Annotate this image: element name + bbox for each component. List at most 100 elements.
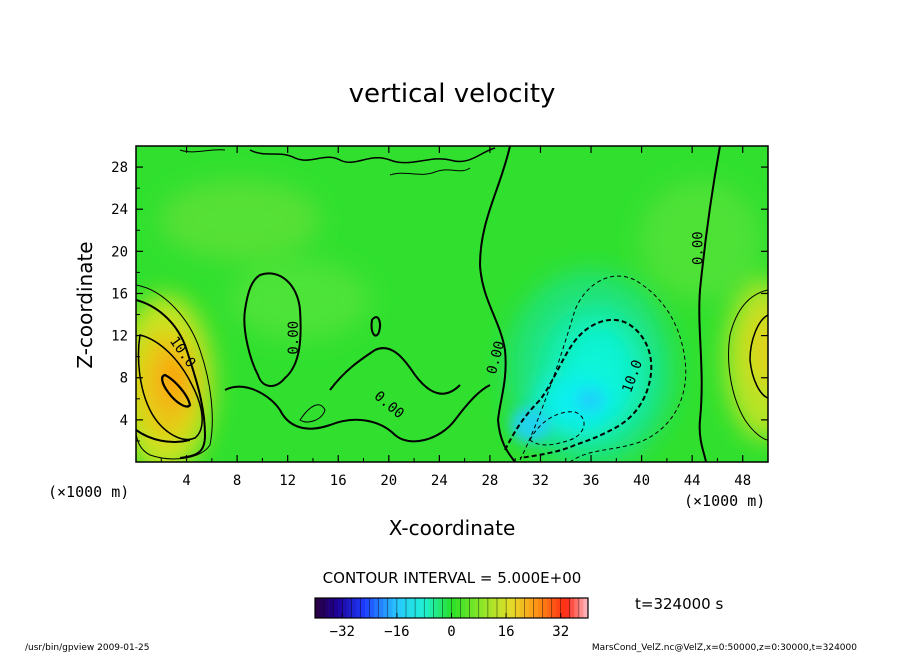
x-tick-label: 24 (431, 473, 448, 489)
colorbar-cell (510, 598, 516, 618)
colorbar-cell (446, 598, 452, 618)
colorbar-cell (483, 598, 489, 618)
colorbar-cell (415, 598, 420, 618)
footer-left: /usr/bin/gpview 2009-01-25 (25, 643, 149, 653)
colorbar-cell (569, 598, 575, 618)
colorbar-cell (315, 598, 320, 618)
y-tick-label: 28 (111, 160, 128, 176)
colorbar-cell (369, 598, 375, 618)
chart-title: vertical velocity (349, 79, 556, 109)
colorbar-cell (387, 598, 393, 618)
colorbar-cell (337, 598, 343, 618)
colorbar-cell (355, 598, 361, 618)
colorbar-cell (574, 598, 580, 618)
colorbar-cell (342, 598, 348, 618)
colorbar-cell (378, 598, 384, 618)
y-tick-label: 12 (111, 329, 128, 345)
colorbar-cell (465, 598, 470, 618)
contour-interval: CONTOUR INTERVAL = 5.000E+00 (323, 569, 582, 587)
colorbar-ticks: −32 −16 0 16 32 (330, 613, 569, 640)
y-tick-label: 4 (120, 413, 128, 429)
colorbar-cell (360, 598, 366, 618)
colorbar-cell (547, 598, 552, 618)
colorbar-cell (456, 598, 461, 618)
x-unit-left: (×1000 m) (48, 483, 129, 501)
x-tick-label: 8 (233, 473, 241, 489)
colorbar-tick-label: 16 (498, 624, 515, 640)
colorbar-cell (451, 598, 457, 618)
colorbar-cell (537, 598, 543, 618)
contour-label: 0.00 (690, 231, 706, 265)
colorbar-cell (565, 598, 571, 618)
colorbar-cell (497, 598, 502, 618)
colorbar-cell (406, 598, 411, 618)
colorbar-cell (428, 598, 434, 618)
time-label: t=324000 s (635, 595, 723, 613)
x-axis-ticks: 4 8 12 16 20 24 28 32 36 40 44 48 (160, 146, 751, 489)
colorbar-cell (524, 598, 530, 618)
x-tick-label: 48 (734, 473, 751, 489)
plot-frame (135, 145, 769, 463)
contour-lines (136, 146, 768, 462)
y-axis-ticks: 4 8 12 16 20 24 28 (111, 160, 768, 442)
colorbar-cell (437, 598, 443, 618)
x-tick-label: 20 (380, 473, 397, 489)
colorbar-cell (410, 598, 416, 618)
colorbar-cell (383, 598, 389, 618)
contour-label: 0.00 (286, 321, 302, 355)
colorbar-cell (351, 598, 357, 618)
colorbar-cell (333, 598, 339, 618)
colorbar-cell (324, 598, 329, 618)
y-axis-label: Z-coordinate (73, 241, 97, 368)
x-axis-label: X-coordinate (389, 516, 516, 540)
colorbar-cell (328, 598, 334, 618)
x-tick-label: 4 (182, 473, 190, 489)
colorbar-tick-label: −32 (330, 624, 355, 640)
x-tick-label: 36 (583, 473, 600, 489)
x-unit-right: (×1000 m) (684, 492, 765, 510)
colorbar-cell (551, 598, 557, 618)
colorbar-cell (319, 598, 325, 618)
colorbar-cell (487, 598, 493, 618)
colorbar-cell (401, 598, 407, 618)
colorbar-cell (528, 598, 534, 618)
colorbar-cell (469, 598, 475, 618)
colorbar-cell (578, 598, 584, 618)
colorbar-cell (519, 598, 525, 618)
colorbar-cell (419, 598, 425, 618)
colorbar-cell (424, 598, 430, 618)
x-tick-label: 32 (532, 473, 549, 489)
colorbar-cell (501, 598, 507, 618)
x-tick-label: 16 (330, 473, 347, 489)
colorbar-cell (506, 598, 511, 618)
colorbar-cell (542, 598, 548, 618)
colorbar-cell (460, 598, 466, 618)
colorbar-cell (492, 598, 498, 618)
y-tick-label: 24 (111, 202, 128, 218)
colorbar-cell (374, 598, 379, 618)
colorbar-cell (560, 598, 566, 618)
colorbar-cell (392, 598, 398, 618)
colorbar-cell (474, 598, 480, 618)
colorbar-cell (396, 598, 402, 618)
x-tick-label: 44 (684, 473, 701, 489)
y-tick-label: 8 (120, 371, 128, 387)
colorbar (314, 597, 589, 619)
colorbar-cell (533, 598, 539, 618)
colorbar-cell (583, 598, 589, 618)
heatmap-field (136, 146, 768, 462)
colorbar-cell (478, 598, 484, 618)
colorbar-cell (433, 598, 439, 618)
colorbar-cell (515, 598, 521, 618)
colorbar-cell (365, 598, 370, 618)
colorbar-tick-label: 32 (552, 624, 569, 640)
x-tick-label: 28 (481, 473, 498, 489)
colorbar-tick-label: 0 (447, 624, 455, 640)
y-tick-label: 16 (111, 286, 128, 302)
colorbar-cell (346, 598, 352, 618)
footer-right: MarsCond_VelZ.nc@VelZ,x=0:50000,z=0:3000… (592, 643, 857, 653)
colorbar-cell (556, 598, 561, 618)
colorbar-cell (442, 598, 448, 618)
x-tick-label: 40 (633, 473, 650, 489)
